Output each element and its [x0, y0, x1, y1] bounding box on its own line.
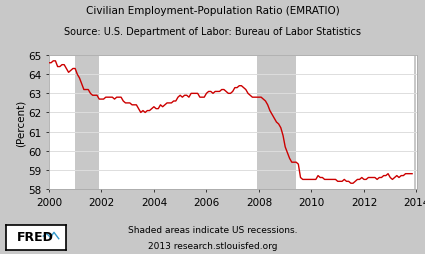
Bar — [257, 56, 296, 189]
Y-axis label: (Percent): (Percent) — [15, 99, 25, 146]
Text: FRED: FRED — [17, 231, 54, 243]
Text: 2013 research.stlouisfed.org: 2013 research.stlouisfed.org — [148, 241, 277, 250]
Bar — [75, 56, 99, 189]
Bar — [414, 56, 416, 189]
Text: Civilian Employment-Population Ratio (EMRATIO): Civilian Employment-Population Ratio (EM… — [85, 6, 340, 16]
Text: Source: U.S. Department of Labor: Bureau of Labor Statistics: Source: U.S. Department of Labor: Bureau… — [64, 27, 361, 37]
Text: Shaded areas indicate US recessions.: Shaded areas indicate US recessions. — [128, 225, 297, 234]
